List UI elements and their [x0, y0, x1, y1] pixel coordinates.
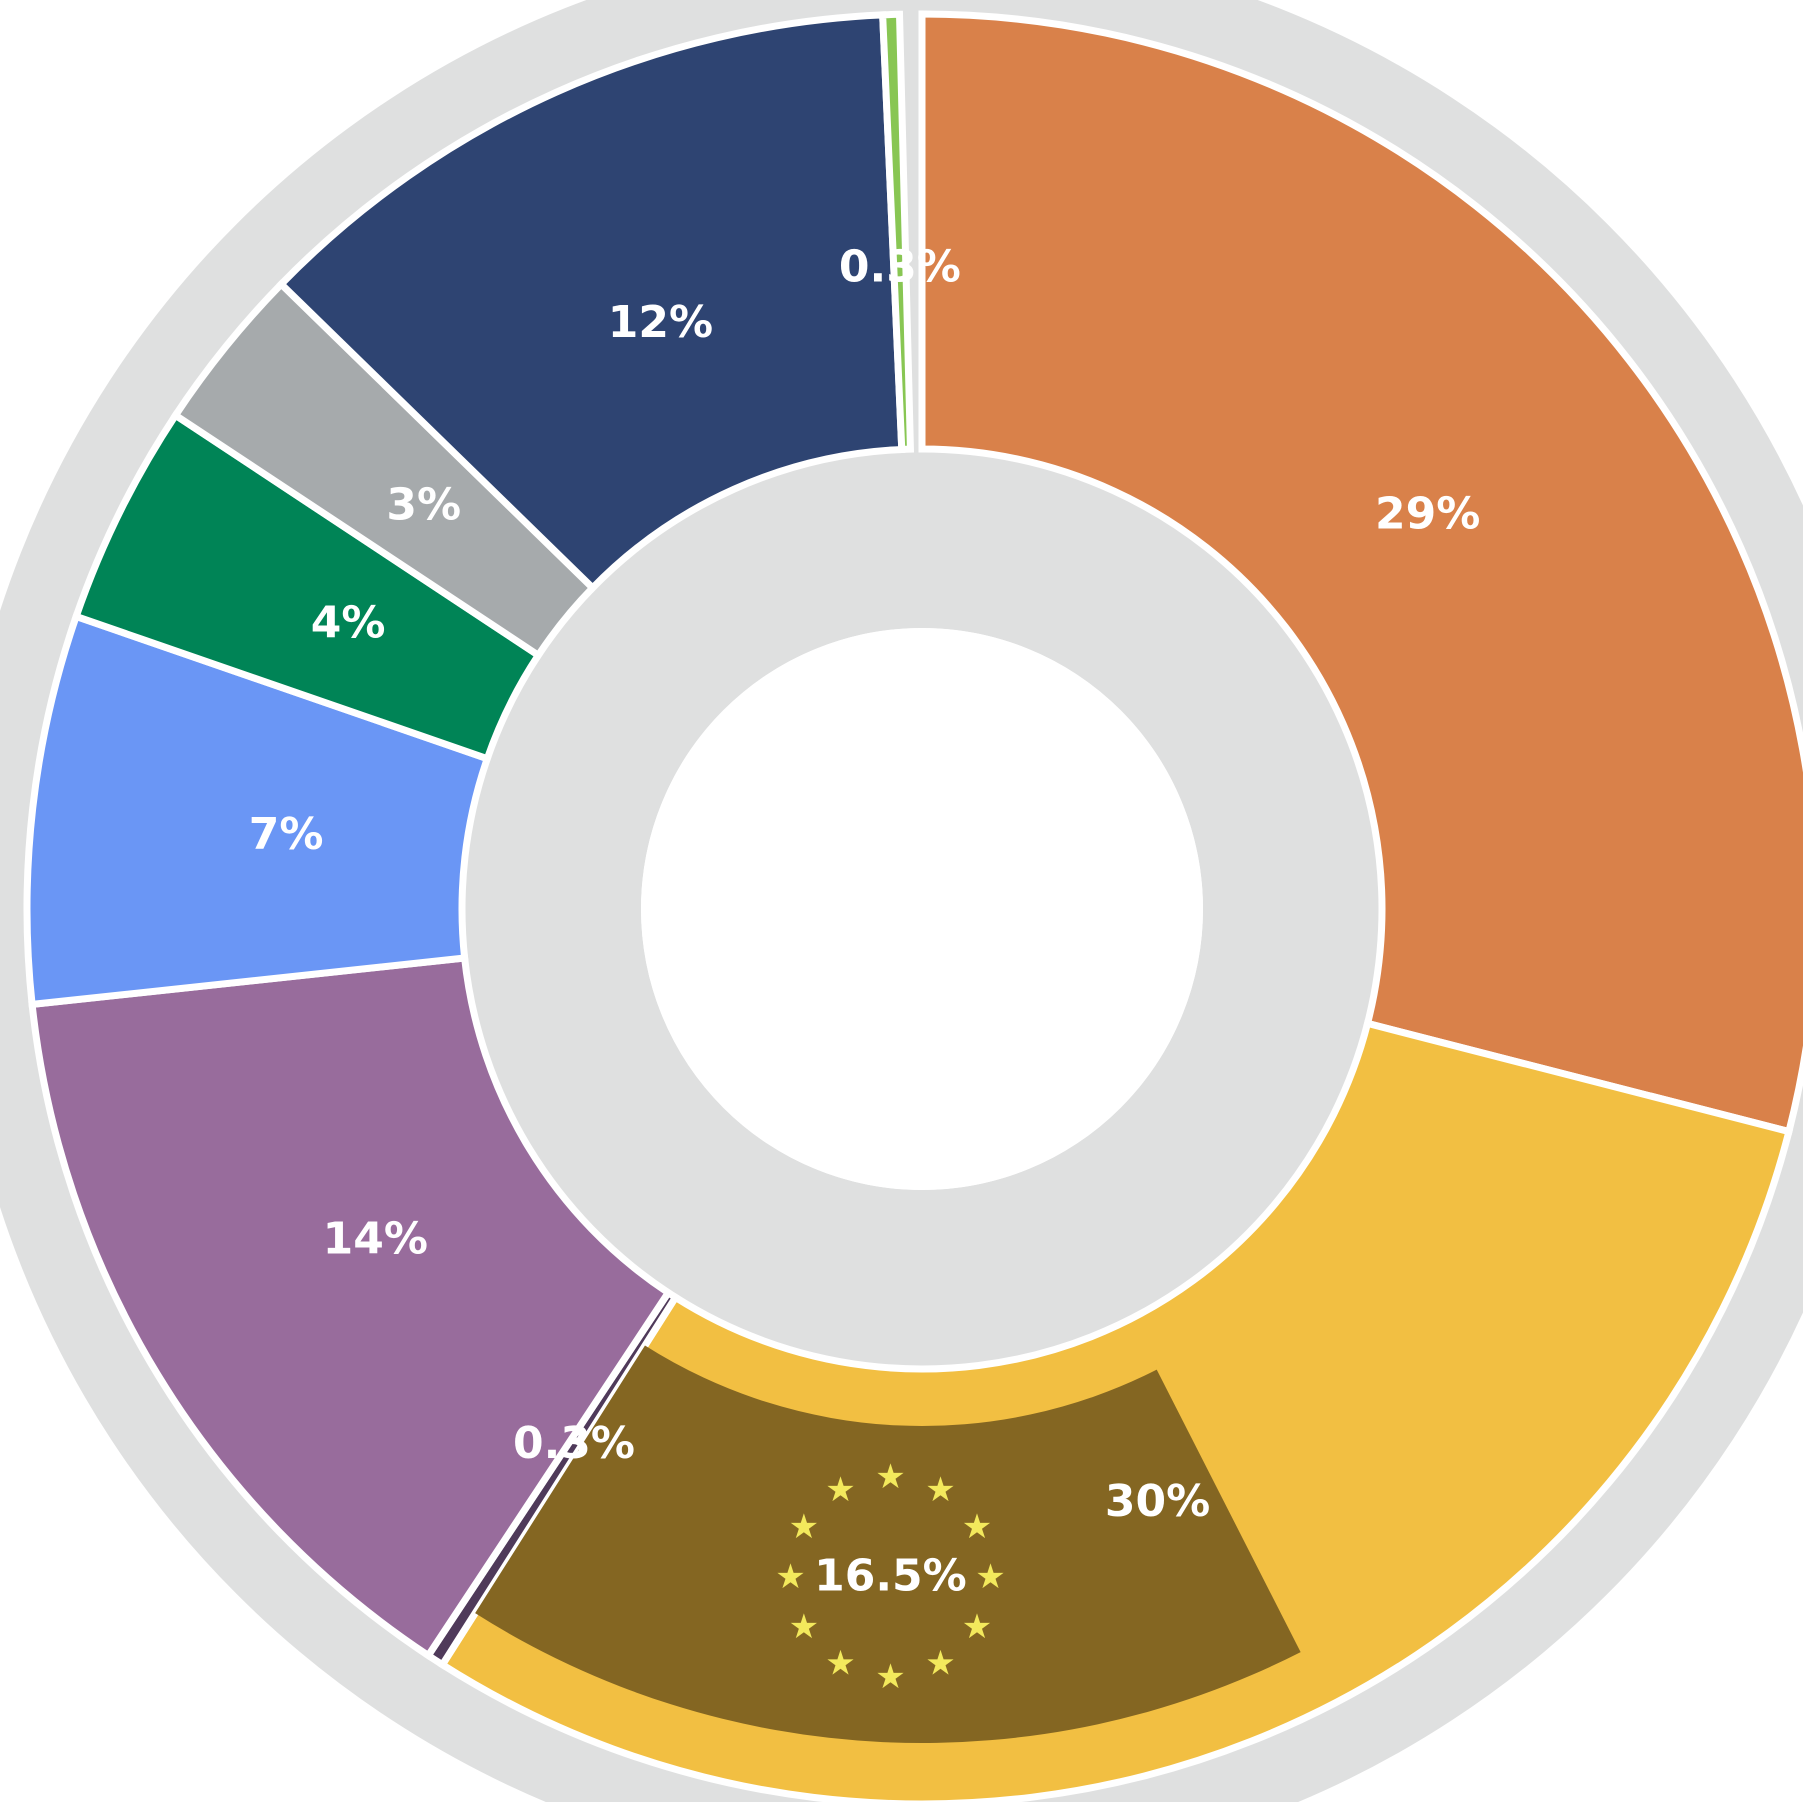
- slice-label: 0.3%: [839, 241, 961, 292]
- star: ★: [875, 1457, 905, 1497]
- star: ★: [789, 1507, 819, 1547]
- slice-label: 14%: [323, 1214, 428, 1265]
- highlight-label: 16.5%: [814, 1550, 967, 1601]
- star: ★: [925, 1470, 955, 1510]
- slice-label: 4%: [311, 598, 386, 649]
- star: ★: [962, 1607, 992, 1647]
- star: ★: [825, 1643, 855, 1683]
- star: ★: [962, 1507, 992, 1547]
- star: ★: [825, 1470, 855, 1510]
- slice-label: 29%: [1375, 489, 1480, 540]
- highlight-slice: [475, 1345, 1301, 1744]
- slice-label: 7%: [249, 809, 324, 860]
- center-hole: [641, 628, 1203, 1190]
- star: ★: [975, 1557, 1005, 1597]
- slice-label: 3%: [386, 479, 461, 530]
- star: ★: [925, 1643, 955, 1683]
- slice-label: 0.3%: [513, 1418, 635, 1469]
- star: ★: [775, 1557, 805, 1597]
- slice: [878, 10, 915, 454]
- star: ★: [875, 1657, 905, 1697]
- slice: [918, 10, 1803, 1136]
- star: ★: [789, 1607, 819, 1647]
- slice-label: 12%: [608, 297, 713, 348]
- slice: [28, 954, 674, 1661]
- slice: [276, 11, 906, 593]
- slice-label: 30%: [1105, 1476, 1210, 1527]
